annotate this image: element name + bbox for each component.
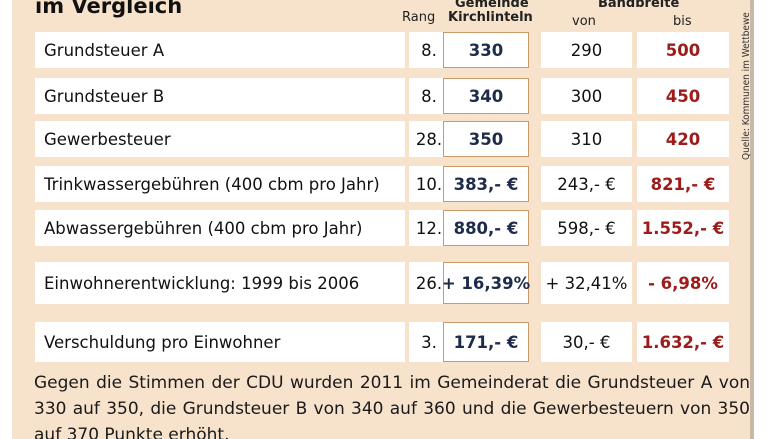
note-paragraph: Gegen die Stimmen der CDU wurden 2011 im… [34,373,750,439]
row-rank: 8. [409,78,449,114]
table-row: Grundsteuer B 8. 340 300 450 [12,78,750,114]
row-label: Verschuldung pro Einwohner [35,322,405,362]
row-range-from: 598,- € [541,210,632,246]
row-range-to: 1.552,- € [637,210,729,246]
row-range-from: 243,- € [541,166,632,202]
table-row: Trinkwassergebühren (400 cbm pro Jahr) 10… [12,166,750,202]
row-own-value: 383,- € [443,166,529,202]
row-range-to: 1.632,- € [637,322,729,362]
row-rank: 8. [409,32,449,68]
source-note: Quelle: Kommunen im Wettbewe [737,8,761,168]
row-range-from: 300 [541,78,632,114]
row-own-value: 330 [443,32,529,68]
row-own-value: 171,- € [443,322,529,362]
table-row: Gewerbesteuer 28. 350 310 420 [12,121,750,157]
header-own-line2: Kirchlinteln [448,10,533,25]
row-range-from: 290 [541,32,632,68]
table-row: Abwassergebühren (400 cbm pro Jahr) 12. 88… [12,210,750,246]
row-own-value: 880,- € [443,210,529,246]
header-from: von [572,14,596,29]
row-range-from: 30,- € [541,322,632,362]
row-rank: 12. [409,210,449,246]
table-row: Verschuldung pro Einwohner 3. 171,- € 30,- … [12,322,750,362]
row-label: Einwohnerentwicklung: 1999 bis 2006 [35,262,405,304]
row-rank: 26. [409,262,449,304]
row-rank: 3. [409,322,449,362]
section-title: im Vergleich [35,0,183,18]
row-rank: 10. [409,166,449,202]
row-range-to: 500 [637,32,729,68]
comparison-panel: im Vergleich Rang Gemeinde Kirchlinteln … [12,0,750,439]
header-rank: Rang [402,10,436,25]
source-text: Quelle: Kommunen im Wettbewe [741,12,752,160]
panel-shadow [750,0,754,439]
header-range: Bandbreite [598,0,680,11]
row-own-value: 350 [443,121,529,157]
row-range-to: 821,- € [637,166,729,202]
header-to: bis [673,14,692,29]
row-range-to: - 6,98% [637,262,729,304]
row-range-from: 310 [541,121,632,157]
table-row: Einwohnerentwicklung: 1999 bis 2006 26. + … [12,262,750,304]
row-range-from: + 32,41% [541,262,632,304]
row-label: Gewerbesteuer [35,121,405,157]
row-own-value: + 16,39% [442,262,530,304]
page-margin [750,0,780,439]
row-range-to: 450 [637,78,729,114]
row-label: Trinkwassergebühren (400 cbm pro Jahr) [35,166,405,202]
row-label: Grundsteuer B [35,78,405,114]
row-own-value: 340 [443,78,529,114]
row-label: Grundsteuer A [35,32,405,68]
row-label: Abwassergebühren (400 cbm pro Jahr) [35,210,405,246]
table-row: Grundsteuer A 8. 330 290 500 [12,32,750,68]
row-range-to: 420 [637,121,729,157]
row-rank: 28. [409,121,449,157]
header-own-line1: Gemeinde [455,0,529,11]
